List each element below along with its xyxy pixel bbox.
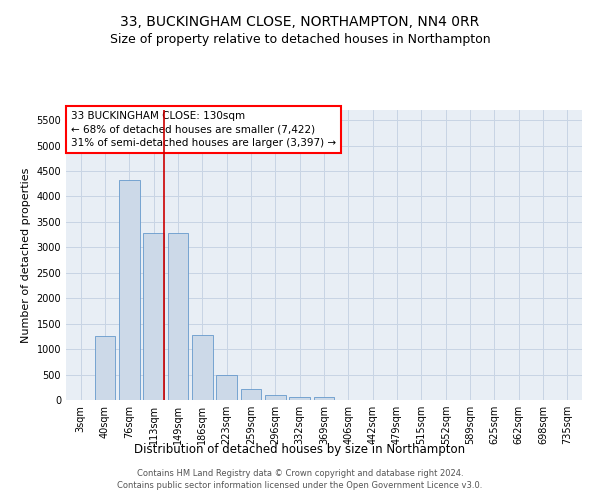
Bar [119,180,140,400]
Bar [216,375,237,400]
Text: 33, BUCKINGHAM CLOSE, NORTHAMPTON, NN4 0RR: 33, BUCKINGHAM CLOSE, NORTHAMPTON, NN4 0… [121,15,479,29]
Text: Distribution of detached houses by size in Northampton: Distribution of detached houses by size … [134,442,466,456]
Text: 33 BUCKINGHAM CLOSE: 130sqm
← 68% of detached houses are smaller (7,422)
31% of : 33 BUCKINGHAM CLOSE: 130sqm ← 68% of det… [71,112,336,148]
Bar [167,232,188,400]
Bar [241,389,262,400]
Bar [192,335,212,400]
Y-axis label: Number of detached properties: Number of detached properties [21,168,31,342]
Bar [314,397,334,400]
Bar [289,397,310,400]
Bar [95,336,115,400]
Text: Contains HM Land Registry data © Crown copyright and database right 2024.
Contai: Contains HM Land Registry data © Crown c… [118,468,482,490]
Text: Size of property relative to detached houses in Northampton: Size of property relative to detached ho… [110,32,490,46]
Bar [265,395,286,400]
Bar [143,232,164,400]
